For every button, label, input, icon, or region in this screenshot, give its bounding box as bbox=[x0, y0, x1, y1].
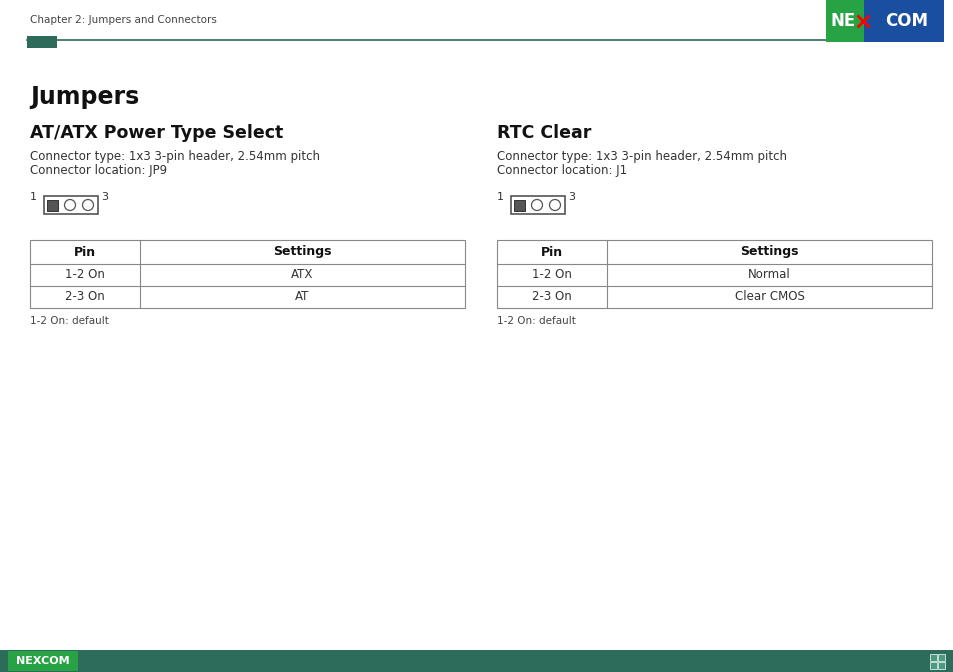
Text: Clear CMOS: Clear CMOS bbox=[734, 290, 803, 304]
Text: AT: AT bbox=[295, 290, 310, 304]
Text: 1: 1 bbox=[30, 192, 37, 202]
Text: ATX: ATX bbox=[291, 269, 314, 282]
Text: NE: NE bbox=[829, 12, 855, 30]
Text: 1-2 On: 1-2 On bbox=[532, 269, 572, 282]
Circle shape bbox=[82, 200, 93, 210]
Circle shape bbox=[531, 200, 542, 210]
Bar bbox=[27, 36, 57, 48]
Text: Pin: Pin bbox=[74, 245, 96, 259]
Text: RTC Clear: RTC Clear bbox=[497, 124, 591, 142]
Text: 1: 1 bbox=[497, 192, 503, 202]
Bar bbox=[47, 200, 58, 210]
Text: NEXCOM: NEXCOM bbox=[16, 656, 70, 666]
Text: 2-3 On: 2-3 On bbox=[532, 290, 571, 304]
Bar bbox=[30, 240, 464, 308]
Circle shape bbox=[549, 200, 560, 210]
Text: 2-3 On: 2-3 On bbox=[65, 290, 105, 304]
Text: Chapter 2: Jumpers and Connectors: Chapter 2: Jumpers and Connectors bbox=[30, 15, 216, 25]
Text: Settings: Settings bbox=[273, 245, 332, 259]
Text: AT/ATX Power Type Select: AT/ATX Power Type Select bbox=[30, 124, 283, 142]
Circle shape bbox=[65, 200, 75, 210]
Text: Connector type: 1x3 3-pin header, 2.54mm pitch: Connector type: 1x3 3-pin header, 2.54mm… bbox=[497, 150, 786, 163]
Text: Normal: Normal bbox=[747, 269, 790, 282]
Bar bbox=[514, 200, 524, 210]
Bar bbox=[8, 651, 78, 671]
Text: Settings: Settings bbox=[740, 245, 798, 259]
Text: COM: COM bbox=[884, 12, 927, 30]
Bar bbox=[863, 0, 943, 42]
Text: Connector location: JP9: Connector location: JP9 bbox=[30, 164, 167, 177]
Text: 1-2 On: default: 1-2 On: default bbox=[497, 316, 576, 326]
Text: Connector type: 1x3 3-pin header, 2.54mm pitch: Connector type: 1x3 3-pin header, 2.54mm… bbox=[30, 150, 319, 163]
Bar bbox=[929, 662, 936, 669]
Bar bbox=[44, 196, 98, 214]
Text: 1-2 On: default: 1-2 On: default bbox=[30, 316, 109, 326]
Text: 1-2 On: 1-2 On bbox=[65, 269, 105, 282]
Text: 3: 3 bbox=[101, 192, 108, 202]
Bar bbox=[937, 662, 944, 669]
Text: Jumpers: Jumpers bbox=[30, 85, 139, 109]
Text: Pin: Pin bbox=[540, 245, 562, 259]
Bar bbox=[497, 240, 931, 308]
Bar bbox=[0, 650, 953, 672]
Bar bbox=[825, 0, 863, 42]
Bar bbox=[511, 196, 564, 214]
Text: 3: 3 bbox=[567, 192, 575, 202]
Bar bbox=[937, 654, 944, 661]
Bar bbox=[929, 654, 936, 661]
Text: Connector location: J1: Connector location: J1 bbox=[497, 164, 626, 177]
